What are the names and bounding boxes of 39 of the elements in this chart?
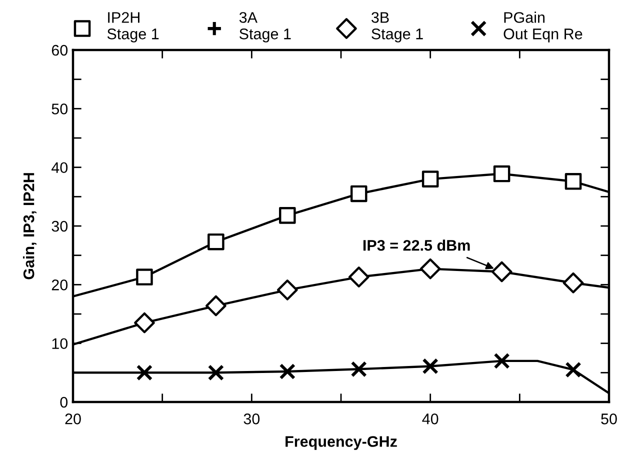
point [420, 258, 441, 280]
y-tick-label: 50 [52, 104, 68, 114]
y-tick-label: 30 [52, 220, 68, 232]
point [350, 361, 367, 378]
point [422, 170, 439, 188]
point [562, 272, 584, 294]
point [208, 233, 224, 250]
point [493, 165, 510, 182]
point [134, 312, 155, 334]
y-tick-label: 60 [52, 44, 68, 56]
y-axis-title: Gain, IP3, IP2H [23, 173, 36, 280]
point [279, 363, 296, 380]
legend-label: 3A Stage 1 [239, 12, 291, 42]
x-tick-label: 50 [601, 414, 617, 424]
point [350, 185, 368, 202]
point [279, 207, 296, 224]
y-tick-label: 40 [52, 162, 68, 174]
annotation: IP3 = 22.5 dBm [363, 240, 470, 251]
x-axis-title: Frequency-GHz [286, 436, 397, 450]
point [494, 352, 510, 370]
y-tick-label: 0 [60, 396, 68, 408]
x-tick-label: 20 [65, 414, 81, 424]
legend-label: PGain Out Eqn Re [504, 12, 582, 42]
legend-label: IP2H Stage 1 [107, 12, 159, 42]
point [206, 295, 226, 316]
point [422, 358, 438, 374]
point [564, 173, 582, 190]
x-tick-label: 40 [422, 414, 438, 424]
point [348, 266, 370, 288]
point [136, 268, 153, 286]
point [208, 364, 224, 381]
y-tick-label: 10 [52, 338, 68, 350]
y-tick-label: 20 [52, 280, 68, 290]
legend-label: 3B Stage 1 [372, 12, 423, 42]
point [491, 261, 512, 282]
point [565, 362, 582, 378]
point [136, 364, 153, 381]
point [276, 280, 298, 300]
x-tick-label: 30 [244, 414, 260, 424]
